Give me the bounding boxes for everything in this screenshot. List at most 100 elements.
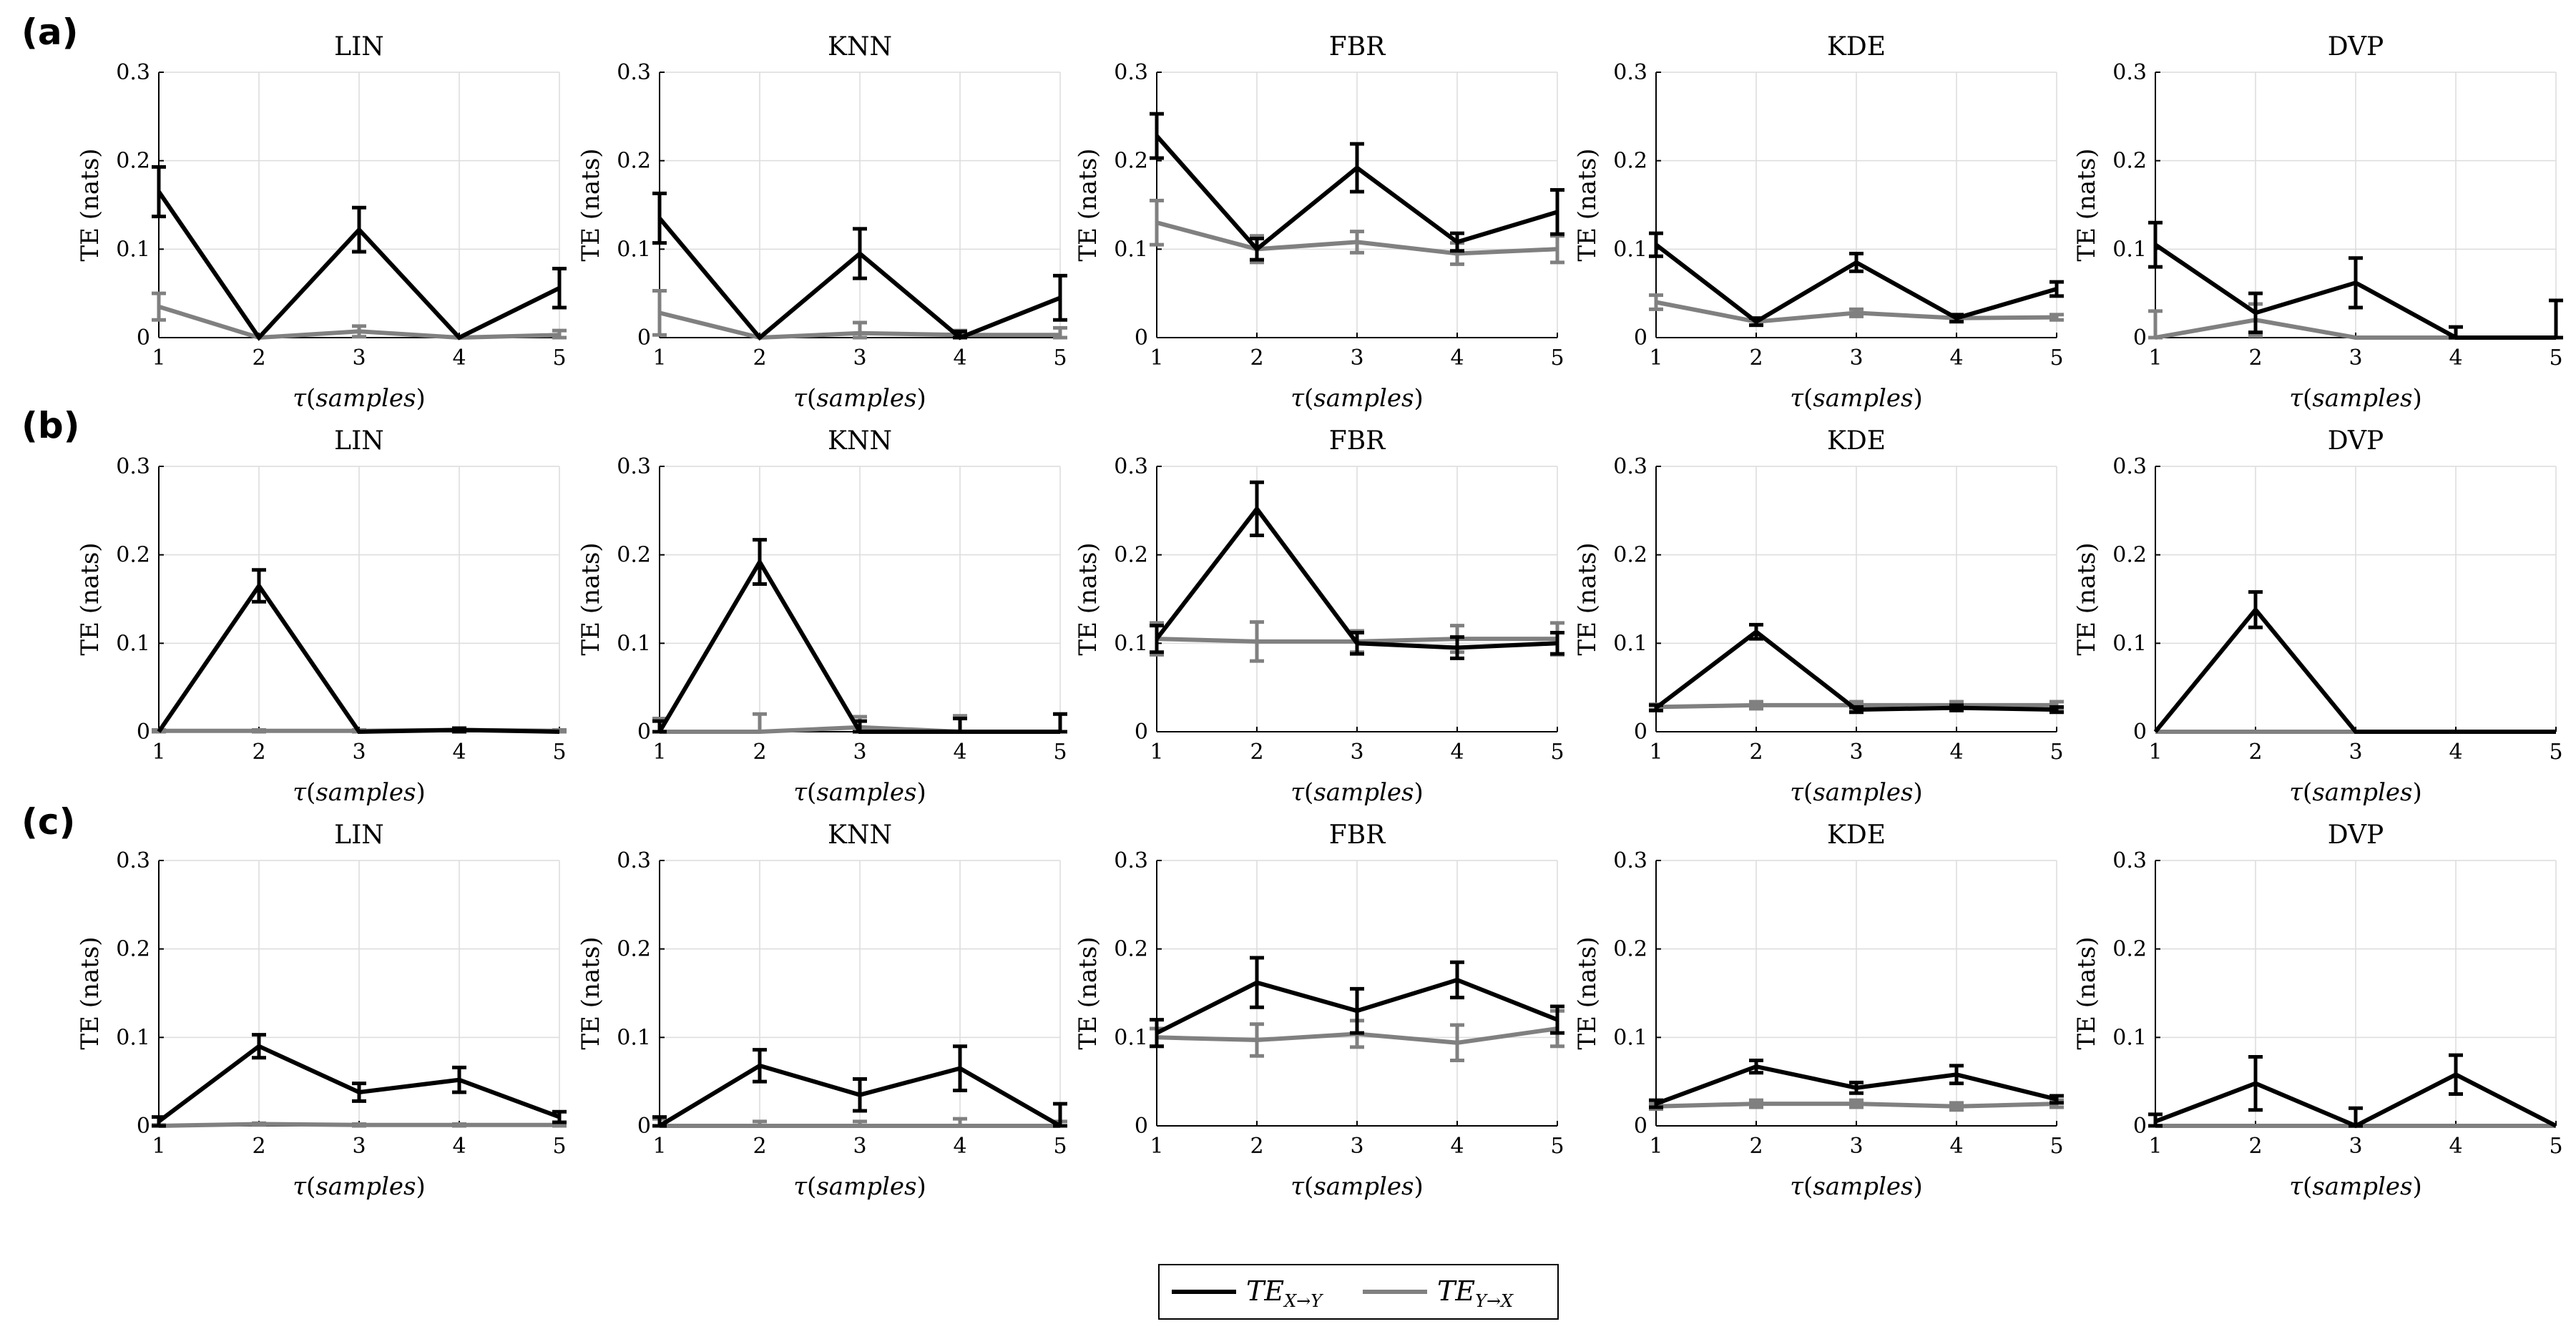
x-tick-label: 2 — [753, 1134, 766, 1159]
x-tick-label: 1 — [1150, 740, 1163, 765]
y-axis-title: TE (nats) — [1573, 936, 1602, 1049]
x-tick-label: 5 — [2549, 740, 2562, 765]
x-axis-title-symbol: τ — [793, 778, 808, 807]
x-tick-label: 5 — [2049, 740, 2063, 765]
x-tick-label: 1 — [652, 1134, 666, 1159]
x-axis-title: τ(samples) — [2289, 778, 2422, 807]
x-axis-title: τ(samples) — [1790, 778, 1923, 807]
y-tick-label: 0.1 — [1613, 631, 1647, 656]
x-tick-label: 5 — [1053, 1134, 1067, 1159]
panel-a-fbr: 1 2 3 4 5 0 0.1 0.2 0.3 FBR TE (nats) τ(samples) — [1074, 32, 1564, 413]
x-tick-label: 3 — [1849, 1134, 1863, 1159]
x-axis-title: τ(samples) — [1291, 1172, 1424, 1201]
x-tick-label: 4 — [452, 1134, 466, 1159]
x-axis-title-text: ( — [2303, 384, 2312, 413]
panel-b-kde: 1 2 3 4 5 0 0.1 0.2 0.3 KDE TE (nats) τ(samples) — [1573, 426, 2064, 807]
y-tick-label: 0.2 — [1114, 937, 1148, 962]
series-line-x-to-y — [157, 582, 560, 735]
x-axis-title-text: ( — [306, 1172, 315, 1201]
x-axis-title-symbol: τ — [2289, 778, 2303, 807]
x-axis-title-unit: samples — [315, 1172, 416, 1201]
x-axis-title-unit: samples — [816, 778, 916, 807]
x-axis-title-text: ( — [1803, 384, 1813, 413]
x-axis-title: τ(samples) — [293, 778, 426, 807]
x-axis-title-unit: samples — [1813, 778, 1913, 807]
x-tick-label: 4 — [2449, 740, 2462, 765]
x-axis-title-symbol: τ — [1291, 1172, 1305, 1201]
x-tick-label: 1 — [152, 740, 165, 765]
x-tick-label: 4 — [1949, 345, 1963, 371]
x-tick-label: 3 — [853, 1134, 866, 1159]
x-tick-label: 3 — [1849, 345, 1863, 371]
x-axis-title: τ(samples) — [1291, 778, 1424, 807]
x-axis-title-unit: samples — [1313, 1172, 1414, 1201]
y-tick-label: 0.1 — [617, 1025, 651, 1050]
y-tick-label: 0.3 — [617, 848, 651, 873]
panel-title: LIN — [334, 32, 384, 62]
x-tick-label: 5 — [1053, 740, 1067, 765]
x-axis-title-unit: samples — [2312, 778, 2412, 807]
x-tick-label: 1 — [1150, 345, 1163, 371]
x-axis-title-text: ( — [1304, 778, 1313, 807]
x-axis-title-close: ) — [416, 778, 425, 807]
x-tick-label: 3 — [1350, 740, 1363, 765]
x-tick-label: 4 — [1949, 740, 1963, 765]
panel-title: FBR — [1329, 32, 1386, 62]
x-tick-label: 4 — [452, 345, 466, 371]
y-tick-label: 0 — [1135, 720, 1148, 745]
y-tick-label: 0 — [137, 1114, 150, 1139]
y-tick-label: 0.3 — [116, 454, 150, 479]
x-axis-title-close: ) — [2412, 384, 2421, 413]
x-axis-title: τ(samples) — [1291, 384, 1424, 413]
y-tick-label: 0.3 — [1114, 848, 1148, 873]
x-axis-title-symbol: τ — [293, 384, 307, 413]
x-tick-label: 1 — [1150, 1134, 1163, 1159]
y-tick-label: 0.1 — [617, 237, 651, 262]
x-tick-label: 3 — [1849, 740, 1863, 765]
x-tick-label: 1 — [152, 345, 165, 371]
x-tick-label: 2 — [252, 345, 265, 371]
x-tick-label: 3 — [1350, 1134, 1363, 1159]
panel-title: KDE — [1827, 32, 1886, 62]
panel-b-fbr: 1 2 3 4 5 0 0.1 0.2 0.3 FBR TE (nats) τ(samples) — [1074, 426, 1564, 807]
x-axis-title-text: ( — [807, 1172, 816, 1201]
row-label: (c) — [21, 801, 75, 843]
x-tick-label: 5 — [2049, 345, 2063, 371]
x-axis-title-close: ) — [916, 778, 926, 807]
x-axis-title-symbol: τ — [1291, 778, 1305, 807]
y-axis-title: TE (nats) — [1074, 936, 1102, 1049]
x-tick-label: 2 — [1749, 1134, 1763, 1159]
x-axis-title-symbol: τ — [2289, 384, 2303, 413]
y-tick-label: 0.3 — [1114, 454, 1148, 479]
x-tick-label: 3 — [853, 345, 866, 371]
x-axis-title: τ(samples) — [793, 384, 926, 413]
y-tick-label: 0 — [137, 720, 150, 745]
x-axis-title-text: ( — [807, 778, 816, 807]
x-axis-title-symbol: τ — [1291, 384, 1305, 413]
x-tick-label: 3 — [352, 1134, 366, 1159]
y-tick-label: 0.2 — [617, 937, 651, 962]
y-tick-label: 0 — [1135, 325, 1148, 350]
x-axis-title-close: ) — [916, 384, 926, 413]
x-axis-title-unit: samples — [2312, 384, 2412, 413]
y-tick-label: 0.2 — [116, 543, 150, 568]
x-tick-label: 3 — [1350, 345, 1363, 371]
x-tick-label: 1 — [152, 1134, 165, 1159]
panel-b-knn: 1 2 3 4 5 0 0.1 0.2 0.3 KNN TE (nats) τ(samples) — [577, 426, 1067, 807]
x-axis-title: τ(samples) — [793, 1172, 926, 1201]
x-tick-label: 3 — [352, 740, 366, 765]
y-tick-label: 0.3 — [1114, 60, 1148, 85]
x-tick-label: 4 — [953, 1134, 966, 1159]
y-tick-label: 0 — [1634, 325, 1647, 350]
y-axis-title: TE (nats) — [577, 936, 605, 1049]
x-axis-title-unit: samples — [1813, 384, 1913, 413]
panel-a-lin: 1 2 3 4 5 0 0.1 0.2 0.3 LIN TE (nats) τ(samples) — [76, 32, 567, 413]
panel-title: FBR — [1329, 426, 1386, 456]
y-tick-label: 0.1 — [2112, 237, 2147, 262]
x-tick-label: 4 — [1949, 1134, 1963, 1159]
y-axis-title: TE (nats) — [1074, 148, 1102, 261]
x-axis-title-close: ) — [2412, 778, 2421, 807]
y-tick-label: 0.1 — [1613, 1025, 1647, 1050]
row-label: (a) — [21, 11, 78, 53]
x-axis-title: τ(samples) — [2289, 1172, 2422, 1201]
